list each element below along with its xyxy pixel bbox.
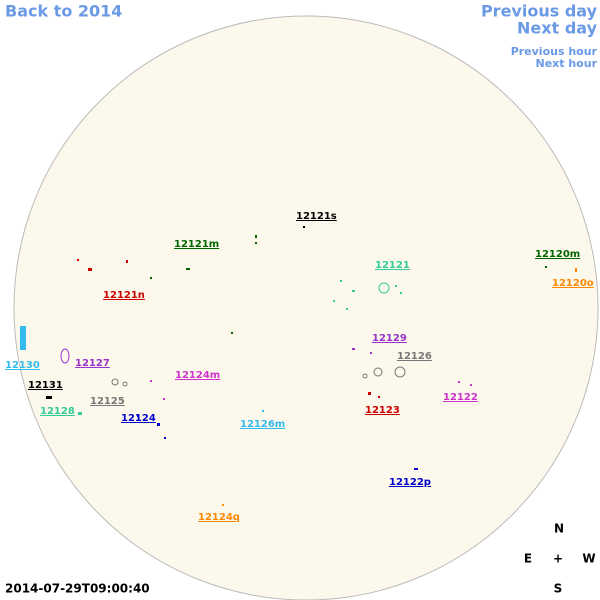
region-label: 12121 xyxy=(375,260,410,271)
previous-day-link[interactable]: Previous day xyxy=(481,2,598,21)
compass-south: S xyxy=(554,582,563,596)
region-label: 12130 xyxy=(5,360,40,371)
region-label: 12121s xyxy=(296,211,337,222)
region-label: 12126 xyxy=(397,351,432,362)
region-label: 12129 xyxy=(372,333,407,344)
region-label: 12131 xyxy=(28,380,63,391)
timestamp: 2014-07-29T09:00:40 xyxy=(5,582,150,596)
compass-center: + xyxy=(553,552,563,566)
region-label: 12121n xyxy=(103,290,145,301)
solar-disk xyxy=(13,15,599,600)
region-label: 12123 xyxy=(365,405,400,416)
spots xyxy=(20,226,577,506)
compass-east: E xyxy=(524,552,532,566)
next-day-link[interactable]: Next day xyxy=(517,19,598,38)
region-label: 12124q xyxy=(198,512,240,523)
region-label: 12121m xyxy=(174,239,219,250)
compass-north: N xyxy=(554,522,564,536)
region-label: 12127 xyxy=(75,358,110,369)
compass-west: W xyxy=(582,552,595,566)
region-label: 12128 xyxy=(40,406,75,417)
region-label: 12122 xyxy=(443,392,478,403)
region-label: 12120o xyxy=(552,278,594,289)
back-link[interactable]: Back to 2014 xyxy=(5,2,122,21)
region-label: 12124m xyxy=(175,370,220,381)
region-label: 12126m xyxy=(240,419,285,430)
next-hour-link[interactable]: Next hour xyxy=(536,57,598,70)
previous-hour-link[interactable]: Previous hour xyxy=(511,45,598,58)
region-label: 12122p xyxy=(389,477,431,488)
region-label: 12124 xyxy=(121,413,156,424)
region-label: 12125 xyxy=(90,396,125,407)
region-label: 12120m xyxy=(535,249,580,260)
